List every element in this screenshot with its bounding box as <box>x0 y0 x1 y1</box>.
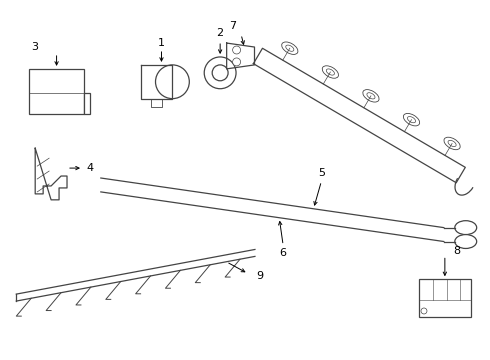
Text: 2: 2 <box>217 28 224 38</box>
Text: 6: 6 <box>280 248 287 258</box>
Ellipse shape <box>367 93 375 99</box>
Text: 1: 1 <box>158 38 165 48</box>
Circle shape <box>421 308 427 314</box>
Text: 7: 7 <box>229 21 237 31</box>
Circle shape <box>233 46 241 54</box>
Circle shape <box>204 57 236 89</box>
Ellipse shape <box>408 117 416 123</box>
Ellipse shape <box>286 45 294 51</box>
Bar <box>29 69 84 113</box>
Text: 4: 4 <box>87 163 94 173</box>
Ellipse shape <box>403 113 419 126</box>
Text: 9: 9 <box>256 271 263 281</box>
Ellipse shape <box>455 221 477 235</box>
Text: 8: 8 <box>453 247 461 256</box>
Ellipse shape <box>444 137 460 150</box>
Ellipse shape <box>322 66 339 78</box>
Circle shape <box>155 65 189 99</box>
Ellipse shape <box>448 140 456 147</box>
Ellipse shape <box>282 42 298 54</box>
Bar <box>419 279 471 317</box>
Ellipse shape <box>363 90 379 102</box>
Text: 3: 3 <box>31 42 38 52</box>
Circle shape <box>212 65 228 81</box>
Ellipse shape <box>455 235 477 248</box>
Circle shape <box>233 58 241 66</box>
Text: 5: 5 <box>318 168 325 178</box>
Ellipse shape <box>326 69 335 75</box>
Bar <box>84 94 90 113</box>
